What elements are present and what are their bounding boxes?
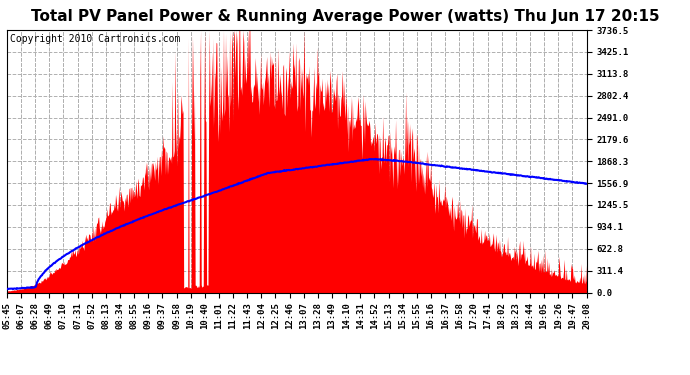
Text: Total PV Panel Power & Running Average Power (watts) Thu Jun 17 20:15: Total PV Panel Power & Running Average P… bbox=[30, 9, 660, 24]
Text: Copyright 2010 Cartronics.com: Copyright 2010 Cartronics.com bbox=[10, 34, 180, 44]
